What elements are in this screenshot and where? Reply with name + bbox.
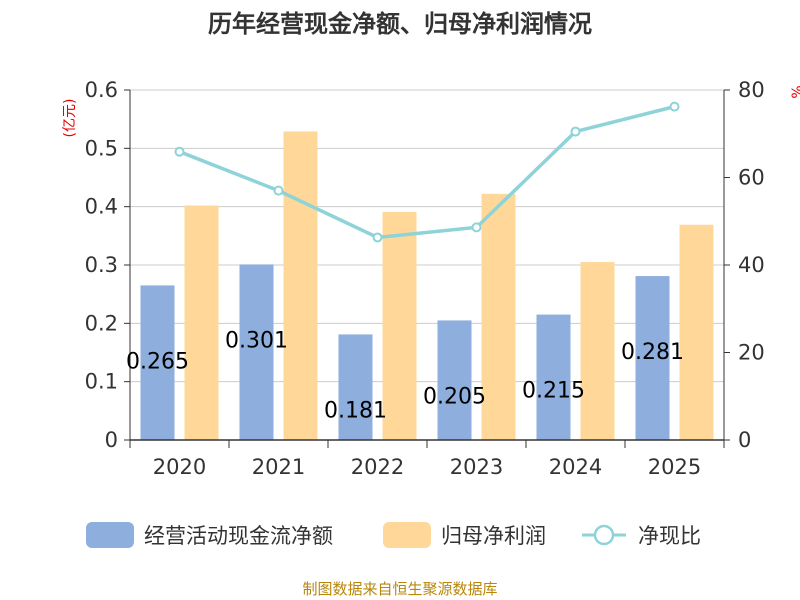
y-right-tick-label: 40 [738,253,765,277]
bar-net-profit [580,262,615,440]
legend-swatch [383,522,431,548]
ratio-line [174,101,680,243]
bar-net-profit [481,193,516,440]
gridlines [130,89,724,383]
x-tick-label: 2025 [648,455,701,479]
chart-title: 历年经营现金净额、归母净利润情况 [208,10,592,38]
bar-data-label: 0.281 [621,340,684,365]
x-tick-label: 2020 [153,455,206,479]
bar-net-profit [184,205,219,440]
data-source-note: 制图数据来自恒生聚源数据库 [302,580,497,598]
bar-data-label: 0.215 [522,379,585,404]
bar-cashflow [536,314,571,440]
y-left-tick-label: 0.2 [85,311,118,335]
bar-data-label: 0.205 [423,384,486,409]
x-tick-label: 2022 [351,455,404,479]
ratio-point [372,232,383,243]
bar-cashflow [338,334,373,440]
y-left-tick-label: 0.4 [85,195,118,219]
bar-net-profit [679,224,714,440]
y-right-tick-label: 60 [738,166,765,190]
axes: 0 0.1 0.2 0.3 0.4 0.5 0.6 0 20 40 60 80 2020 2021 2022… [85,78,765,479]
y-left-tick-label: 0.6 [85,78,118,102]
y-right-tick-label: 0 [738,428,751,452]
x-tick-label: 2021 [252,455,305,479]
y-right-tick-label: 20 [738,341,765,365]
y-left-tick-label: 0.3 [85,253,118,277]
bar-net-profit [382,211,417,440]
ratio-point [669,101,680,112]
ratio-point [570,126,581,137]
ratio-point [273,185,284,196]
bar-data-label: 0.181 [324,398,387,423]
x-tick-label: 2024 [549,455,602,479]
y-left-unit-label: (亿元) [62,99,78,138]
legend-swatch-marker [593,524,615,546]
bars [140,131,714,440]
y-right-tick-label: 80 [738,78,765,102]
ratio-point [174,146,185,157]
data-labels: 0.265 0.301 0.181 0.205 0.215 0.281 [126,328,684,423]
bar-cashflow [437,320,472,440]
y-left-tick-label: 0 [105,428,118,452]
bar-data-label: 0.265 [126,349,189,374]
legend-label: 净现比 [638,524,701,548]
legend: 经营活动现金流净额 归母净利润 净现比 [86,522,701,548]
bar-cashflow [140,285,175,440]
ratio-line-path [178,104,675,240]
y-left-tick-label: 0.5 [85,136,118,160]
bar-net-profit [283,131,318,440]
legend-swatch [86,522,134,548]
legend-label: 归母净利润 [441,524,546,548]
y-left-tick-label: 0.1 [85,370,118,394]
x-tick-label: 2023 [450,455,503,479]
ratio-point [471,222,482,233]
bar-cashflow [635,276,670,440]
legend-label: 经营活动现金流净额 [144,524,333,548]
y-right-unit-label: % [790,85,800,98]
bar-cashflow [239,264,274,440]
bar-data-label: 0.301 [225,328,288,353]
